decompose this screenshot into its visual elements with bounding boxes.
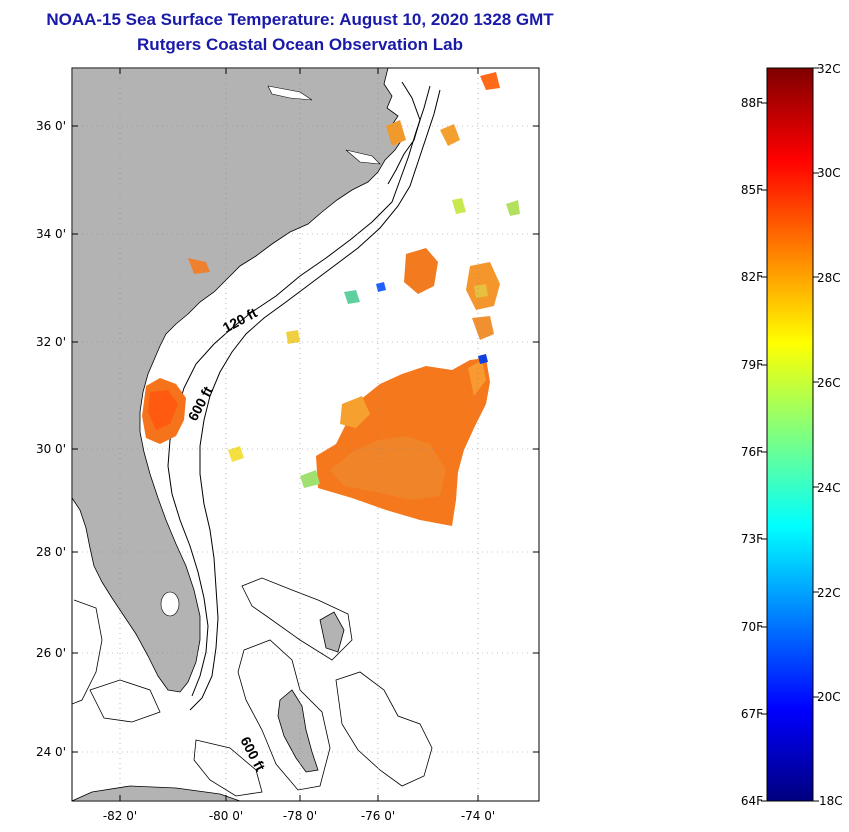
lon-label: -78 0': [283, 809, 317, 823]
lake-okeechobee: [160, 591, 180, 617]
colorbar-fahrenheit-label: 79F: [741, 358, 763, 372]
colorbar: [766, 67, 814, 802]
lon-label: -74 0': [461, 809, 495, 823]
colorbar-celsius-label: 20C: [817, 690, 841, 704]
contour-120ft: [167, 85, 431, 697]
colorbar-celsius-label: 26C: [817, 376, 841, 390]
map-subtitle: Rutgers Coastal Ocean Observation Lab: [137, 35, 463, 54]
map-title: NOAA-15 Sea Surface Temperature: August …: [46, 10, 554, 29]
lat-label: 28 0': [36, 545, 66, 559]
lat-label: 30 0': [36, 442, 66, 456]
lon-label: -82 0': [103, 809, 137, 823]
colorbar-celsius-label: 22C: [817, 586, 841, 600]
lon-label: -80 0': [209, 809, 243, 823]
colorbar-fahrenheit-label: 88F: [741, 96, 763, 110]
lat-label: 26 0': [36, 646, 66, 660]
graticule: [72, 68, 539, 801]
colorbar-fahrenheit-label: 76F: [741, 445, 763, 459]
land-bahamas: [277, 689, 319, 773]
colorbar-fahrenheit-label: 82F: [741, 270, 763, 284]
colorbar-ticks: [761, 67, 819, 802]
colorbar-fahrenheit-label: 70F: [741, 620, 763, 634]
colorbar-celsius-label: 28C: [817, 271, 841, 285]
lat-label: 36 0': [36, 119, 66, 133]
land-mainland: [72, 68, 404, 693]
colorbar-fahrenheit-label: 85F: [741, 183, 763, 197]
colorbar-fahrenheit-label: 67F: [741, 707, 763, 721]
colorbar-celsius-label: 30C: [817, 166, 841, 180]
lat-label: 24 0': [36, 745, 66, 759]
colorbar-fahrenheit-label: 64F: [741, 794, 763, 808]
contour-600ft: [189, 89, 441, 711]
colorbar-celsius-label: 18C: [819, 794, 843, 808]
colorbar-fahrenheit-label: 73F: [741, 532, 763, 546]
sst-data: [142, 72, 520, 526]
colorbar-celsius-label: 24C: [817, 481, 841, 495]
land-cuba: [72, 785, 241, 801]
lon-label: -76 0': [361, 809, 395, 823]
colorbar-celsius-label: 32C: [817, 62, 841, 76]
lat-label: 32 0': [36, 335, 66, 349]
map-ticks: [72, 68, 539, 801]
lat-label: 34 0': [36, 227, 66, 241]
